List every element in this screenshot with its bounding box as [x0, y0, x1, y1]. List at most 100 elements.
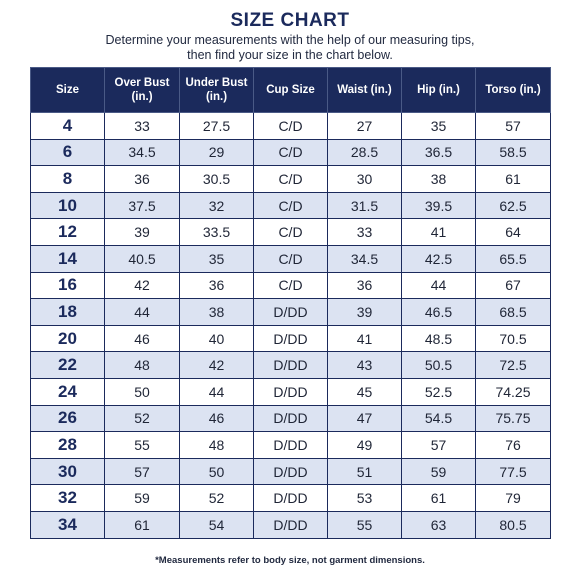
size-cell: 24: [30, 377, 105, 406]
table-row: 20 46 40 D/DD 41 48.5 70.5: [30, 324, 551, 353]
size-cell: 34: [30, 510, 105, 539]
subtitle-line-2: then find your size in the chart below.: [187, 48, 393, 62]
measurement-cell: 36.5: [401, 138, 476, 167]
table-row: 14 40.5 35 C/D 34.5 42.5 65.5: [30, 244, 551, 273]
measurement-cell: 61: [401, 484, 476, 512]
size-cell: 32: [30, 484, 105, 512]
measurement-cell: 58.5: [475, 138, 551, 167]
column-header: Waist (in.): [327, 67, 402, 113]
column-header: Over Bust (in.): [104, 67, 180, 113]
measurement-cell: 67: [475, 271, 551, 300]
measurement-cell: 46: [179, 404, 254, 433]
measurement-cell: D/DD: [253, 377, 328, 406]
measurement-cell: 52: [179, 484, 254, 512]
table-row: 22 48 42 D/DD 43 50.5 72.5: [30, 351, 551, 379]
size-cell: 28: [30, 431, 105, 459]
measurement-cell: 76: [475, 431, 551, 459]
size-cell: 10: [30, 191, 105, 220]
subtitle-line-1: Determine your measurements with the hel…: [105, 33, 475, 47]
measurement-cell: C/D: [253, 191, 328, 220]
measurement-cell: 39.5: [401, 191, 476, 220]
measurement-cell: 62.5: [475, 191, 551, 220]
measurement-cell: 38: [401, 165, 476, 193]
measurement-cell: 39: [327, 298, 402, 326]
measurement-cell: 57: [104, 457, 180, 486]
measurement-cell: 74.25: [475, 377, 551, 406]
page-title: SIZE CHART: [230, 10, 350, 31]
measurement-cell: 80.5: [475, 510, 551, 539]
measurement-cell: 37.5: [104, 191, 180, 220]
table-header-row: Size Over Bust (in.) Under Bust (in.) Cup S…: [30, 67, 551, 113]
measurement-cell: 42: [179, 351, 254, 379]
table-row: 24 50 44 D/DD 45 52.5 74.25: [30, 377, 551, 406]
measurement-cell: D/DD: [253, 404, 328, 433]
measurement-cell: 42.5: [401, 244, 476, 273]
measurement-cell: 50.5: [401, 351, 476, 379]
measurement-cell: D/DD: [253, 431, 328, 459]
size-cell: 12: [30, 218, 105, 246]
page-subtitle: Determine your measurements with the hel…: [0, 33, 580, 63]
measurement-cell: D/DD: [253, 457, 328, 486]
measurement-cell: 48: [179, 431, 254, 459]
measurement-cell: 59: [401, 457, 476, 486]
column-header: Hip (in.): [401, 67, 476, 113]
table-row: 6 34.5 29 C/D 28.5 36.5 58.5: [30, 138, 551, 167]
size-cell: 8: [30, 165, 105, 193]
measurement-cell: 50: [179, 457, 254, 486]
measurement-cell: 45: [327, 377, 402, 406]
measurement-cell: 61: [475, 165, 551, 193]
measurement-cell: 57: [475, 112, 551, 140]
measurement-cell: 33: [104, 112, 180, 140]
measurement-cell: 32: [179, 191, 254, 220]
measurement-cell: 35: [179, 244, 254, 273]
measurement-cell: 49: [327, 431, 402, 459]
measurement-cell: 52.5: [401, 377, 476, 406]
size-chart-table: Size Over Bust (in.) Under Bust (in.) Cup S…: [30, 67, 551, 539]
measurement-cell: 54.5: [401, 404, 476, 433]
measurement-cell: 75.75: [475, 404, 551, 433]
table-body: 4 33 27.5 C/D 27 35 57 6 34.5 29 C/D 28.5 36.5 58.5 8 3…: [30, 112, 551, 539]
measurement-cell: 70.5: [475, 324, 551, 353]
table-row: 30 57 50 D/DD 51 59 77.5: [30, 457, 551, 486]
size-cell: 6: [30, 138, 105, 167]
measurement-cell: 55: [104, 431, 180, 459]
measurement-cell: D/DD: [253, 510, 328, 539]
measurement-cell: 38: [179, 298, 254, 326]
table-row: 34 61 54 D/DD 55 63 80.5: [30, 510, 551, 539]
measurement-cell: 39: [104, 218, 180, 246]
measurement-cell: C/D: [253, 112, 328, 140]
measurement-cell: 48.5: [401, 324, 476, 353]
measurement-cell: 36: [179, 271, 254, 300]
measurement-cell: 36: [327, 271, 402, 300]
measurement-cell: 50: [104, 377, 180, 406]
column-header: Torso (in.): [475, 67, 551, 113]
measurement-cell: 63: [401, 510, 476, 539]
measurement-cell: 47: [327, 404, 402, 433]
measurement-cell: 44: [179, 377, 254, 406]
measurement-cell: 54: [179, 510, 254, 539]
measurement-cell: 46.5: [401, 298, 476, 326]
size-cell: 14: [30, 244, 105, 273]
measurement-cell: 59: [104, 484, 180, 512]
measurement-cell: 41: [401, 218, 476, 246]
measurement-cell: 27: [327, 112, 402, 140]
measurement-cell: 77.5: [475, 457, 551, 486]
column-header: Cup Size: [253, 67, 328, 113]
measurement-cell: D/DD: [253, 351, 328, 379]
table-row: 18 44 38 D/DD 39 46.5 68.5: [30, 298, 551, 326]
size-cell: 16: [30, 271, 105, 300]
measurement-cell: D/DD: [253, 298, 328, 326]
measurement-cell: 55: [327, 510, 402, 539]
column-header: Size: [30, 67, 105, 113]
measurement-cell: 27.5: [179, 112, 254, 140]
table-row: 28 55 48 D/DD 49 57 76: [30, 431, 551, 459]
measurement-cell: 57: [401, 431, 476, 459]
table-row: 26 52 46 D/DD 47 54.5 75.75: [30, 404, 551, 433]
measurement-cell: 65.5: [475, 244, 551, 273]
measurement-cell: 40: [179, 324, 254, 353]
size-cell: 20: [30, 324, 105, 353]
table-row: 8 36 30.5 C/D 30 38 61: [30, 165, 551, 193]
measurement-cell: 35: [401, 112, 476, 140]
measurement-cell: 43: [327, 351, 402, 379]
footnote: *Measurements refer to body size, not ga…: [155, 555, 425, 566]
